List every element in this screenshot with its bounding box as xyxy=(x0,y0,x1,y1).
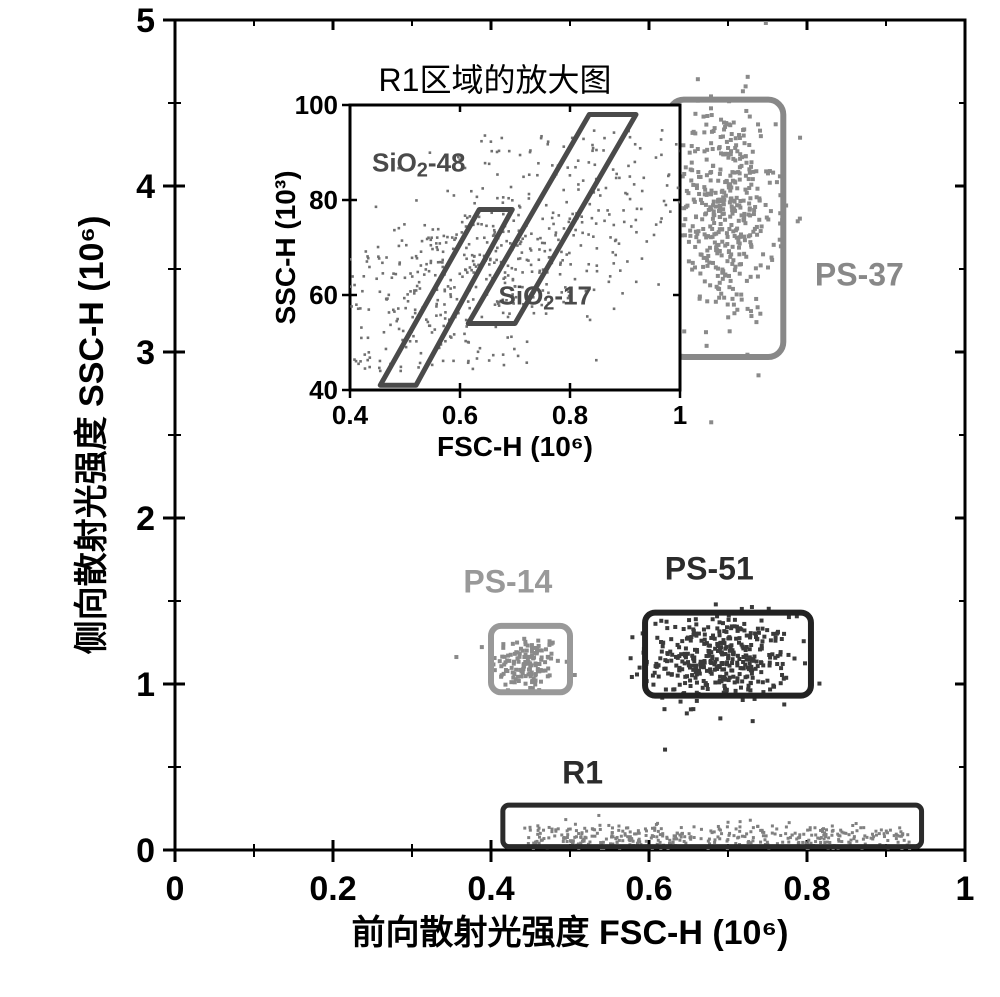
svg-text:2: 2 xyxy=(136,500,155,538)
svg-text:80: 80 xyxy=(309,185,338,215)
svg-text:0.8: 0.8 xyxy=(783,870,830,908)
svg-text:1: 1 xyxy=(956,870,975,908)
svg-text:0: 0 xyxy=(136,832,155,870)
svg-text:R1: R1 xyxy=(562,755,603,791)
svg-text:PS-37: PS-37 xyxy=(815,257,904,293)
figure: 0 0.2 0.4 0.6 0.8 1 0 1 2 3 4 5 前向散射光强度 FSC-H (10⁶) 侧… xyxy=(0,0,1000,997)
svg-text:5: 5 xyxy=(136,2,155,40)
svg-text:0.4: 0.4 xyxy=(467,870,514,908)
svg-text:PS-51: PS-51 xyxy=(665,550,754,586)
svg-text:60: 60 xyxy=(309,280,338,310)
svg-text:1: 1 xyxy=(673,400,687,430)
svg-text:SSC-H (10³): SSC-H (10³) xyxy=(270,170,301,324)
svg-text:前向散射光强度 FSC-H (10⁶): 前向散射光强度 FSC-H (10⁶) xyxy=(352,914,789,952)
svg-text:1: 1 xyxy=(136,666,155,704)
svg-text:0: 0 xyxy=(166,870,185,908)
svg-text:FSC-H (10⁶): FSC-H (10⁶) xyxy=(437,431,593,462)
svg-text:PS-14: PS-14 xyxy=(463,564,552,600)
svg-text:4: 4 xyxy=(136,168,155,206)
svg-text:0.2: 0.2 xyxy=(309,870,356,908)
flow-cytometry-scatter: 0 0.2 0.4 0.6 0.8 1 0 1 2 3 4 5 前向散射光强度 FSC-H (10⁶) 侧… xyxy=(0,0,1000,997)
svg-text:R1区域的放大图: R1区域的放大图 xyxy=(379,62,612,98)
svg-text:100: 100 xyxy=(295,90,338,120)
svg-text:侧向散射光强度 SSC-H (10⁶): 侧向散射光强度 SSC-H (10⁶) xyxy=(73,216,111,655)
svg-text:40: 40 xyxy=(309,375,338,405)
svg-text:0.8: 0.8 xyxy=(552,400,588,430)
svg-text:0.6: 0.6 xyxy=(442,400,478,430)
svg-text:3: 3 xyxy=(136,334,155,372)
svg-text:0.6: 0.6 xyxy=(625,870,672,908)
